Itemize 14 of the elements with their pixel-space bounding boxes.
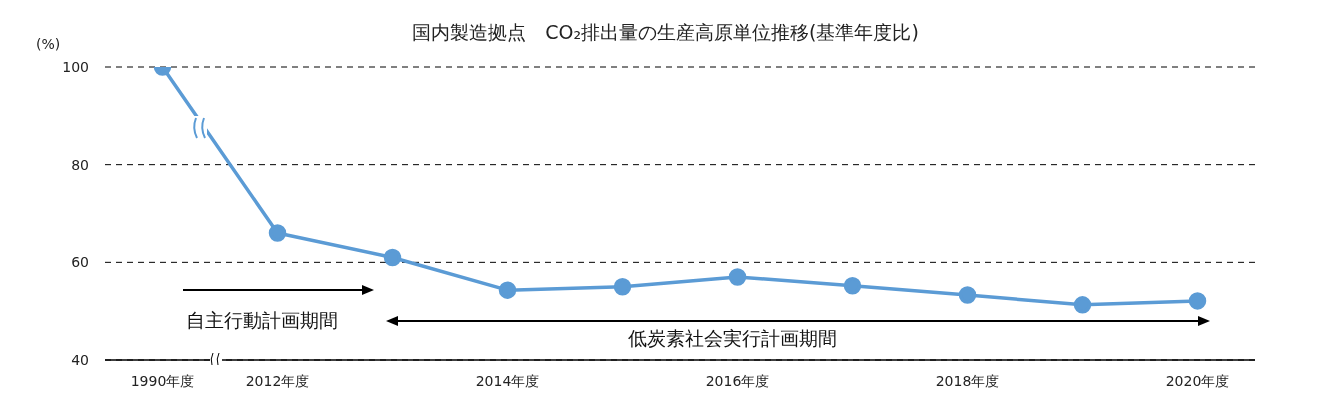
annotation: 低炭素社会実行計画期間: [628, 326, 837, 351]
chart-title: 国内製造拠点 CO₂排出量の生産高原単位推移(基準年度比): [412, 21, 919, 43]
x-tick-label: 2020年度: [1165, 372, 1230, 389]
annotation: 自主行動計画期間: [186, 308, 338, 333]
x-tick-label: 2014年度: [475, 372, 540, 389]
y-tick-label: 100: [62, 58, 89, 75]
y-tick-label: 80: [71, 156, 89, 173]
y-axis-title: (%): [36, 36, 61, 52]
x-tick-label: 2016年度: [705, 372, 770, 389]
x-tick-label: 2012年度: [245, 372, 310, 389]
y-tick-label: 40: [71, 351, 89, 368]
x-tick-label: 2018年度: [935, 372, 1000, 389]
y-tick-label: 60: [71, 254, 89, 271]
x-tick-label: 1990年度: [130, 372, 195, 389]
